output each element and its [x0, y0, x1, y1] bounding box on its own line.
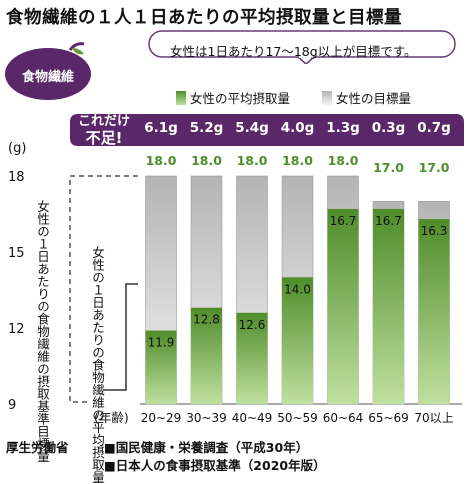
shortfall-label-line2: 不足! — [85, 129, 123, 147]
y-axis-unit: (g) — [8, 141, 26, 156]
shortfall-value: 4.0g — [280, 120, 315, 136]
shortfall-value: 5.2g — [189, 120, 224, 136]
x-tick-label: 60~64 — [323, 411, 364, 425]
fiber-badge: 食物繊維 — [4, 40, 92, 102]
legend-target: 女性の目標量 — [322, 88, 411, 107]
shortfall-value: 6.1g — [144, 120, 178, 136]
callout-bubble — [148, 30, 456, 64]
shortfall-band-label: これだけ 不足! — [74, 114, 134, 146]
legend-swatch-gray — [322, 90, 332, 105]
shortfall-value: 0.3g — [371, 120, 406, 136]
x-tick-label: 40~49 — [232, 411, 273, 425]
average-bracket — [104, 283, 138, 391]
x-tick-label: 50~59 — [277, 411, 318, 425]
y-tick-label: 18 — [8, 170, 25, 185]
shortfall-value: 5.4g — [235, 120, 269, 136]
average-bar — [236, 312, 268, 404]
x-tick-label: 20~29 — [141, 411, 182, 425]
average-bar — [327, 208, 359, 404]
target-value-label: 17.0 — [418, 160, 450, 175]
legend-swatch-green — [176, 90, 186, 105]
average-value-label: 14.0 — [284, 282, 311, 296]
average-value-label: 16.3 — [421, 224, 448, 238]
shortfall-value: 0.7g — [417, 120, 451, 136]
x-tick-label: 65~69 — [368, 411, 409, 425]
target-value-label: 18.0 — [191, 153, 222, 168]
average-value-label: 16.7 — [375, 214, 402, 228]
average-bar — [191, 307, 222, 404]
y-tick-label: 9 — [8, 398, 16, 413]
shortfall-value: 1.3g — [326, 120, 360, 136]
badge-shape — [5, 42, 91, 100]
y-tick-label: 12 — [8, 322, 25, 337]
vertical-label-average: 女性の１日あたりの食物繊維の平均摂取量 — [90, 246, 105, 484]
legend-average: 女性の平均摂取量 — [176, 88, 290, 107]
average-value-label: 11.9 — [148, 336, 175, 350]
target-bracket — [69, 175, 138, 403]
average-bar — [418, 219, 450, 404]
x-tick-label: 70以上 — [414, 411, 453, 425]
legend-average-label: 女性の平均摂取量 — [190, 91, 291, 106]
x-axis-prefix: (年齢) — [94, 410, 129, 425]
bar-chart: (g) 9 12 15 18 (年齢) 11.9 20~29 12.8 30~39 12.6 40~4… — [8, 141, 462, 425]
bracket-lines — [69, 175, 138, 403]
callout-text: 女性は1日あたり17～18g以上が目標です。 — [170, 44, 417, 59]
target-value-label: 18.0 — [145, 153, 177, 168]
target-value-label: 18.0 — [327, 153, 359, 168]
average-bar — [145, 330, 177, 404]
shortfall-label-line1: これだけ — [77, 114, 130, 129]
target-value-label: 17.0 — [373, 160, 404, 175]
average-bar — [373, 208, 404, 404]
average-value-label: 16.7 — [330, 214, 357, 228]
badge-label: 食物繊維 — [21, 70, 74, 85]
chart-title: 食物繊維の１人１日あたりの平均摂取量と目標量 — [6, 8, 402, 28]
average-value-label: 12.8 — [193, 313, 220, 327]
source-line-1: ■国民健康・栄養調査（平成30年） — [104, 440, 309, 455]
shortfall-band — [70, 114, 464, 146]
x-tick-label: 30~39 — [186, 411, 227, 425]
source-org: 厚生労働省 — [6, 440, 69, 455]
average-value-label: 12.6 — [239, 318, 266, 332]
legend-target-label: 女性の目標量 — [336, 91, 412, 106]
source-line-2: ■日本人の食事摂取基準（2020年版） — [104, 458, 326, 473]
target-value-label: 18.0 — [236, 153, 268, 168]
vertical-label-target: 女性の１日あたりの食物繊維の摂取基準目標量 — [35, 200, 50, 463]
average-bar — [282, 277, 313, 404]
y-tick-label: 15 — [8, 246, 25, 261]
target-value-label: 18.0 — [282, 153, 313, 168]
